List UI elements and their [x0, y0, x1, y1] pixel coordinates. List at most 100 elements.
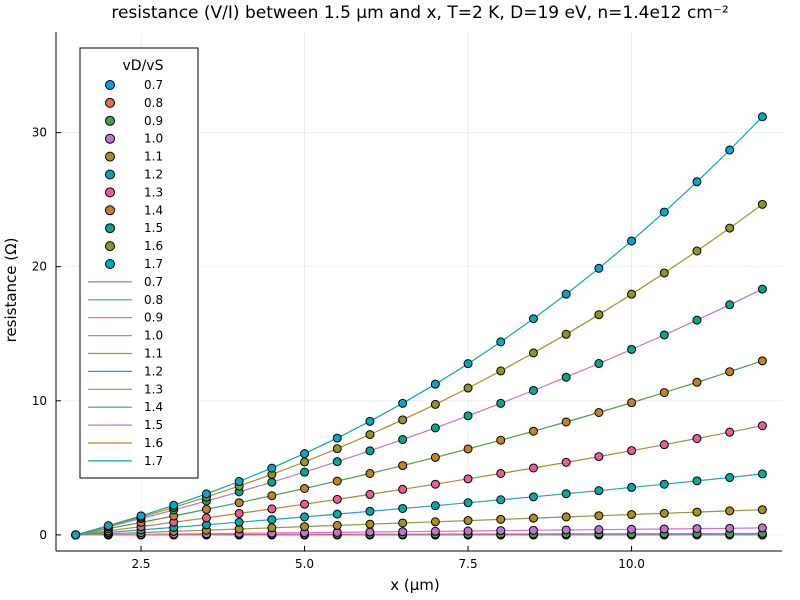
data-point-1.2: [496, 495, 506, 505]
data-point-1.1: [692, 507, 702, 517]
data-point-1.0: [398, 527, 408, 537]
series-line-1.3: [75, 425, 763, 536]
data-point-1.3: [201, 513, 211, 523]
data-point-1.2: [757, 469, 767, 479]
data-point-1.4: [757, 356, 767, 366]
data-point-1.0: [463, 526, 473, 536]
y-tick-label: 30: [32, 126, 47, 140]
data-point-1.2: [463, 498, 473, 508]
data-point-1.5: [267, 477, 277, 487]
legend-label: 1.7: [144, 257, 163, 271]
data-point-1.4: [234, 498, 244, 508]
data-point-1.5: [594, 359, 604, 369]
data-point-1.3: [627, 446, 637, 456]
ticks: 2.5 5.0 7.5 10.0 0 10 20 30: [32, 126, 645, 571]
y-tick-label: 10: [32, 394, 47, 408]
legend-label: 0.9: [144, 311, 163, 325]
data-point-1.2: [561, 489, 571, 499]
data-point-1.3: [463, 474, 473, 484]
data-point-1.0: [561, 525, 571, 535]
y-tick-label: 20: [32, 260, 47, 274]
data-point-1.4: [692, 377, 702, 387]
legend-label: 0.8: [144, 293, 163, 307]
data-point-1.4: [659, 388, 669, 398]
data-point-1.0: [594, 525, 604, 535]
y-tick-label: 0: [39, 528, 47, 542]
data-point-1.7: [627, 236, 637, 246]
data-point-1.2: [725, 473, 735, 483]
axes: [55, 32, 782, 552]
data-point-1.7: [398, 398, 408, 408]
data-point-1.0: [496, 526, 506, 536]
data-point-1.4: [398, 461, 408, 471]
data-point-1.3: [496, 468, 506, 478]
series-line-1.0: [75, 527, 763, 536]
data-point-1.0: [692, 524, 702, 534]
data-point-1.6: [627, 289, 637, 299]
plot-points: [71, 112, 767, 540]
data-point-1.3: [267, 504, 277, 514]
legend-label: 1.4: [144, 400, 163, 414]
legend-label: 1.7: [144, 454, 163, 468]
data-point-1.6: [300, 457, 310, 467]
legend-label: 1.2: [144, 364, 163, 378]
legend-box: [79, 47, 199, 479]
data-point-1.5: [496, 398, 506, 408]
legend-title: vD/vS: [123, 58, 164, 74]
x-tick-label: 7.5: [459, 557, 478, 571]
x-axis-label: x (µm): [390, 576, 440, 594]
data-point-1.7: [430, 379, 440, 389]
data-point-1.3: [659, 440, 669, 450]
legend-marker-1.0: [105, 133, 115, 144]
data-point-1.6: [332, 444, 342, 454]
data-point-1.6: [757, 199, 767, 209]
data-point-1.7: [659, 207, 669, 217]
legend-marker-1.3: [105, 187, 115, 198]
series-line-0.9: [75, 532, 763, 536]
data-point-1.4: [561, 417, 571, 427]
legend-label: 1.5: [144, 418, 163, 432]
data-point-1.5: [463, 411, 473, 421]
data-point-1.5: [627, 344, 637, 354]
data-point-1.2: [398, 503, 408, 513]
data-point-1.3: [725, 427, 735, 437]
data-point-1.2: [267, 515, 277, 525]
data-point-1.5: [398, 435, 408, 445]
data-point-1.3: [594, 452, 604, 462]
data-point-1.3: [692, 433, 702, 443]
data-point-1.1: [463, 516, 473, 526]
legend-label: 1.4: [144, 203, 163, 217]
data-point-1.2: [365, 506, 375, 516]
data-point-1.4: [365, 468, 375, 478]
series-line-1.2: [75, 473, 763, 536]
data-point-1.7: [71, 530, 81, 540]
data-point-1.2: [234, 517, 244, 527]
data-point-1.7: [234, 477, 244, 487]
legend-label: 1.2: [144, 168, 163, 182]
data-point-1.0: [659, 524, 669, 534]
data-point-1.7: [561, 289, 571, 299]
series-line-1.1: [75, 509, 763, 536]
legend-marker-1.2: [105, 169, 115, 180]
data-point-1.6: [463, 383, 473, 393]
data-point-1.5: [430, 423, 440, 433]
legend-label: 1.3: [144, 382, 163, 396]
series-line-1.5: [75, 288, 763, 536]
legend: vD/vS 0.7 0.8 0.9 1.0 1.1 1.2 1.3 1.4 1.5 1.6 1.7 0.…: [79, 47, 199, 479]
data-point-1.0: [725, 523, 735, 533]
data-point-1.5: [725, 300, 735, 310]
data-point-1.0: [627, 524, 637, 534]
legend-marker-0.8: [105, 97, 115, 108]
data-point-1.6: [725, 223, 735, 233]
data-point-1.7: [332, 433, 342, 443]
data-point-1.2: [659, 479, 669, 489]
legend-label: 0.7: [144, 78, 163, 92]
data-point-1.7: [528, 314, 538, 324]
data-point-1.3: [300, 499, 310, 509]
data-point-1.4: [201, 504, 211, 514]
data-point-1.7: [136, 511, 146, 521]
data-point-1.0: [528, 525, 538, 535]
data-point-1.1: [659, 508, 669, 518]
data-point-1.7: [103, 521, 113, 531]
